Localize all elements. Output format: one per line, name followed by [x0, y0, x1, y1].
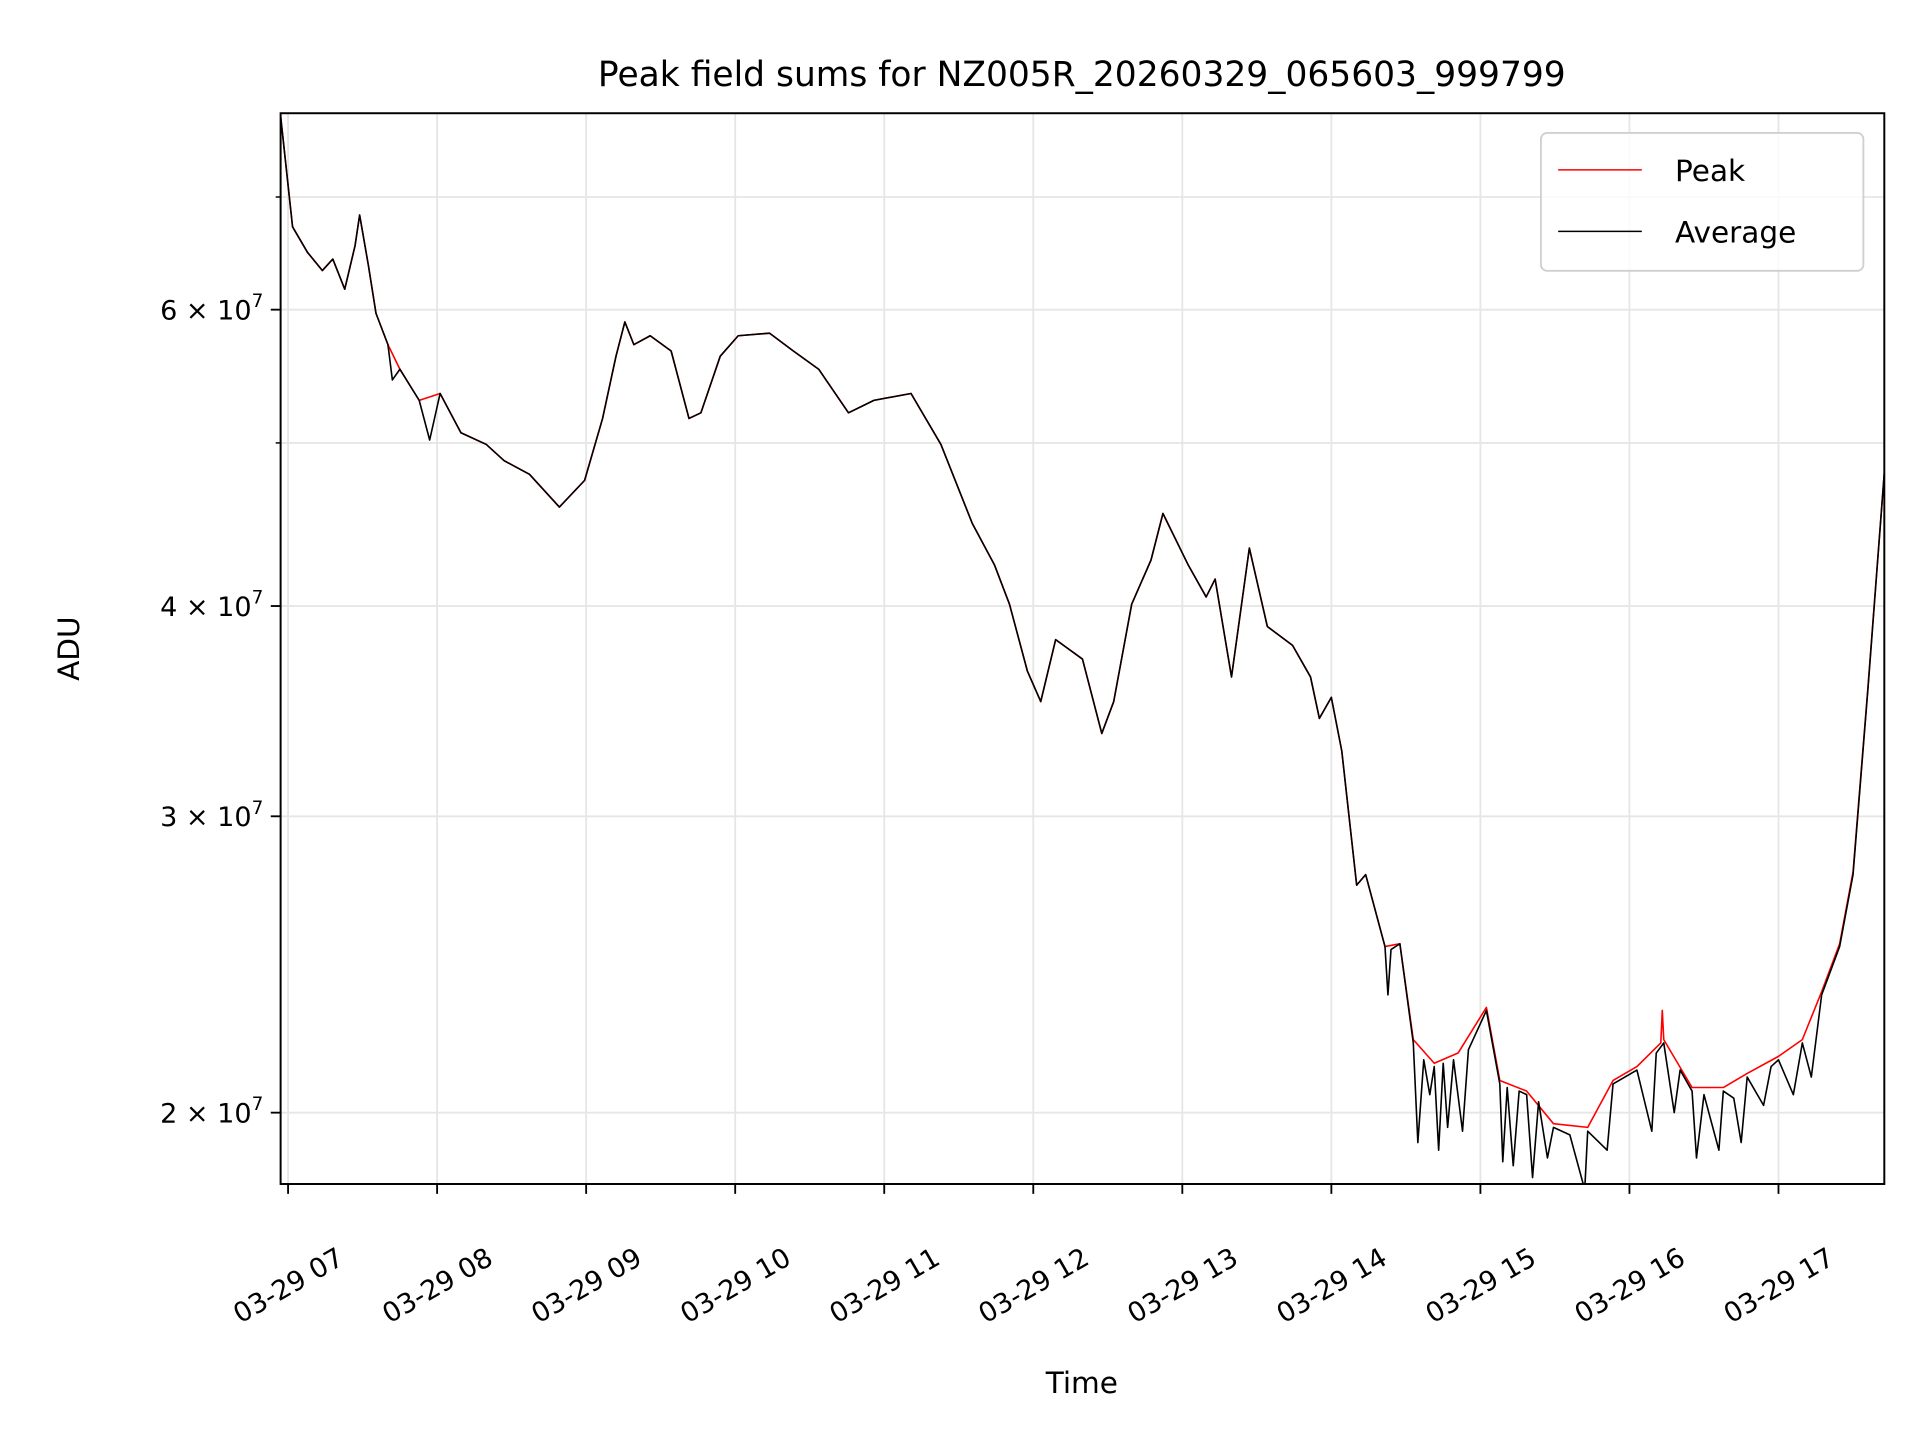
y-tick-label: 2 × 107 — [160, 1094, 263, 1129]
series-group — [280, 115, 1885, 1184]
chart-title: Peak field sums for NZ005R_20260329_0656… — [598, 55, 1566, 95]
y-tick-label-base: 2 × 10 — [160, 1098, 252, 1129]
x-axis-label: Time — [1045, 1366, 1118, 1400]
series-line-average — [280, 115, 1885, 1184]
legend-label-average: Average — [1675, 215, 1796, 249]
y-tick-label: 3 × 107 — [160, 798, 263, 833]
y-tick-label-exponent: 7 — [252, 1094, 264, 1115]
legend-label-peak: Peak — [1675, 154, 1745, 188]
y-tick-label-exponent: 7 — [252, 291, 264, 312]
y-tick-label-base: 6 × 10 — [160, 296, 252, 327]
grid — [280, 113, 1885, 1184]
plot-frame — [279, 112, 1886, 1185]
y-axis-label: ADU — [52, 616, 86, 681]
y-tick-label-base: 4 × 10 — [160, 592, 252, 623]
legend: Peak Average — [1540, 132, 1865, 272]
y-tick-label: 4 × 107 — [160, 588, 263, 623]
legend-box — [1540, 132, 1865, 272]
y-tick-label: 6 × 107 — [160, 291, 263, 326]
y-tick-label-exponent: 7 — [252, 798, 264, 819]
y-tick-label-base: 3 × 10 — [160, 802, 252, 833]
y-tick-label-exponent: 7 — [252, 588, 264, 609]
